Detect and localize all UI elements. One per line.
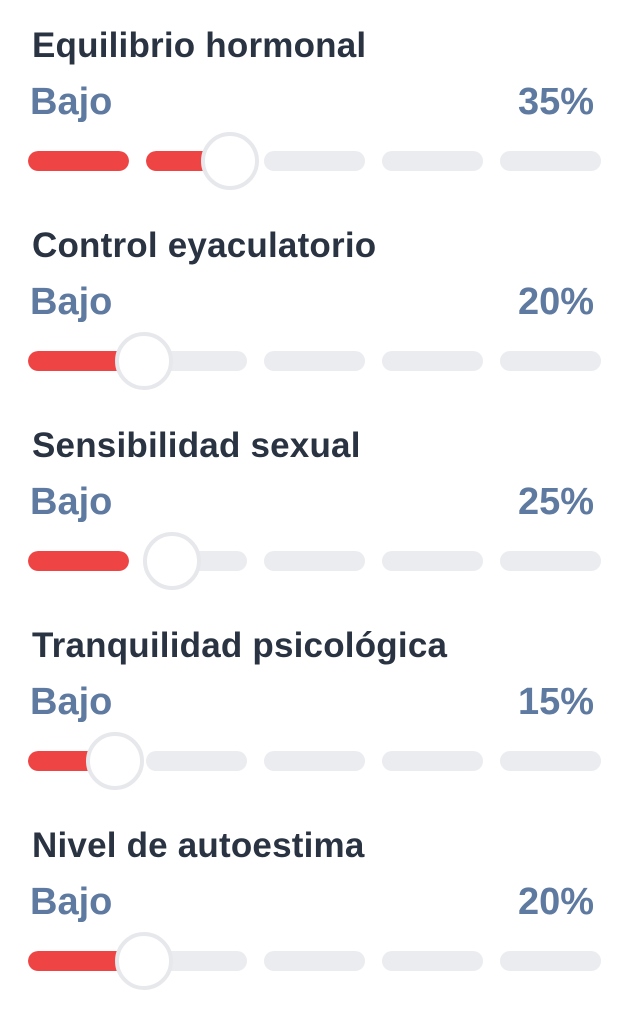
progress-segment [382,351,483,371]
progress-segment [382,151,483,171]
progress-segment [28,951,129,971]
progress-segment-fill [28,551,129,571]
progress-slider[interactable] [28,326,602,396]
level-label: Bajo [30,681,113,723]
percent-label: 15% [517,681,594,723]
metric-hormonal-balance: Equilibrio hormonal Bajo 35% [0,0,630,200]
percent-label: 35% [517,81,594,123]
level-label: Bajo [30,481,113,523]
progress-segment [264,151,365,171]
level-label: Bajo [30,281,113,323]
progress-segment [28,551,129,571]
progress-segment-fill [28,951,129,971]
progress-segment [28,351,129,371]
progress-segment [28,151,129,171]
metric-ejaculatory-control: Control eyaculatorio Bajo 20% [0,200,630,400]
progress-segment-fill [28,351,129,371]
progress-slider[interactable] [28,526,602,596]
progress-slider[interactable] [28,726,602,796]
percent-label: 20% [517,881,594,923]
progress-segment [500,751,601,771]
progress-slider[interactable] [28,126,602,196]
slider-knob[interactable] [143,532,202,590]
metric-title: Tranquilidad psicológica [32,626,448,665]
metric-psychological-calm: Tranquilidad psicológica Bajo 15% [0,600,630,800]
metric-title: Control eyaculatorio [32,226,377,265]
progress-segment [500,951,601,971]
progress-segment [382,551,483,571]
metric-title: Nivel de autoestima [32,826,365,865]
progress-slider[interactable] [28,926,602,996]
percent-label: 20% [517,281,594,323]
metric-title: Equilibrio hormonal [32,26,367,65]
progress-segment [500,151,601,171]
level-label: Bajo [30,81,113,123]
level-label: Bajo [30,881,113,923]
progress-segment [264,951,365,971]
progress-segment [146,751,247,771]
percent-label: 25% [517,481,594,523]
metric-sexual-sensitivity: Sensibilidad sexual Bajo 25% [0,400,630,600]
progress-segment [382,751,483,771]
progress-segment [382,951,483,971]
progress-segment [264,351,365,371]
metric-title: Sensibilidad sexual [32,426,361,465]
slider-knob[interactable] [85,732,144,790]
progress-segment [500,351,601,371]
progress-segment-fill [28,151,129,171]
metric-self-esteem: Nivel de autoestima Bajo 20% [0,800,630,1000]
progress-segment [500,551,601,571]
slider-knob[interactable] [114,332,173,390]
slider-knob[interactable] [114,932,173,990]
slider-knob[interactable] [200,132,259,190]
progress-segment [264,551,365,571]
progress-segment [264,751,365,771]
